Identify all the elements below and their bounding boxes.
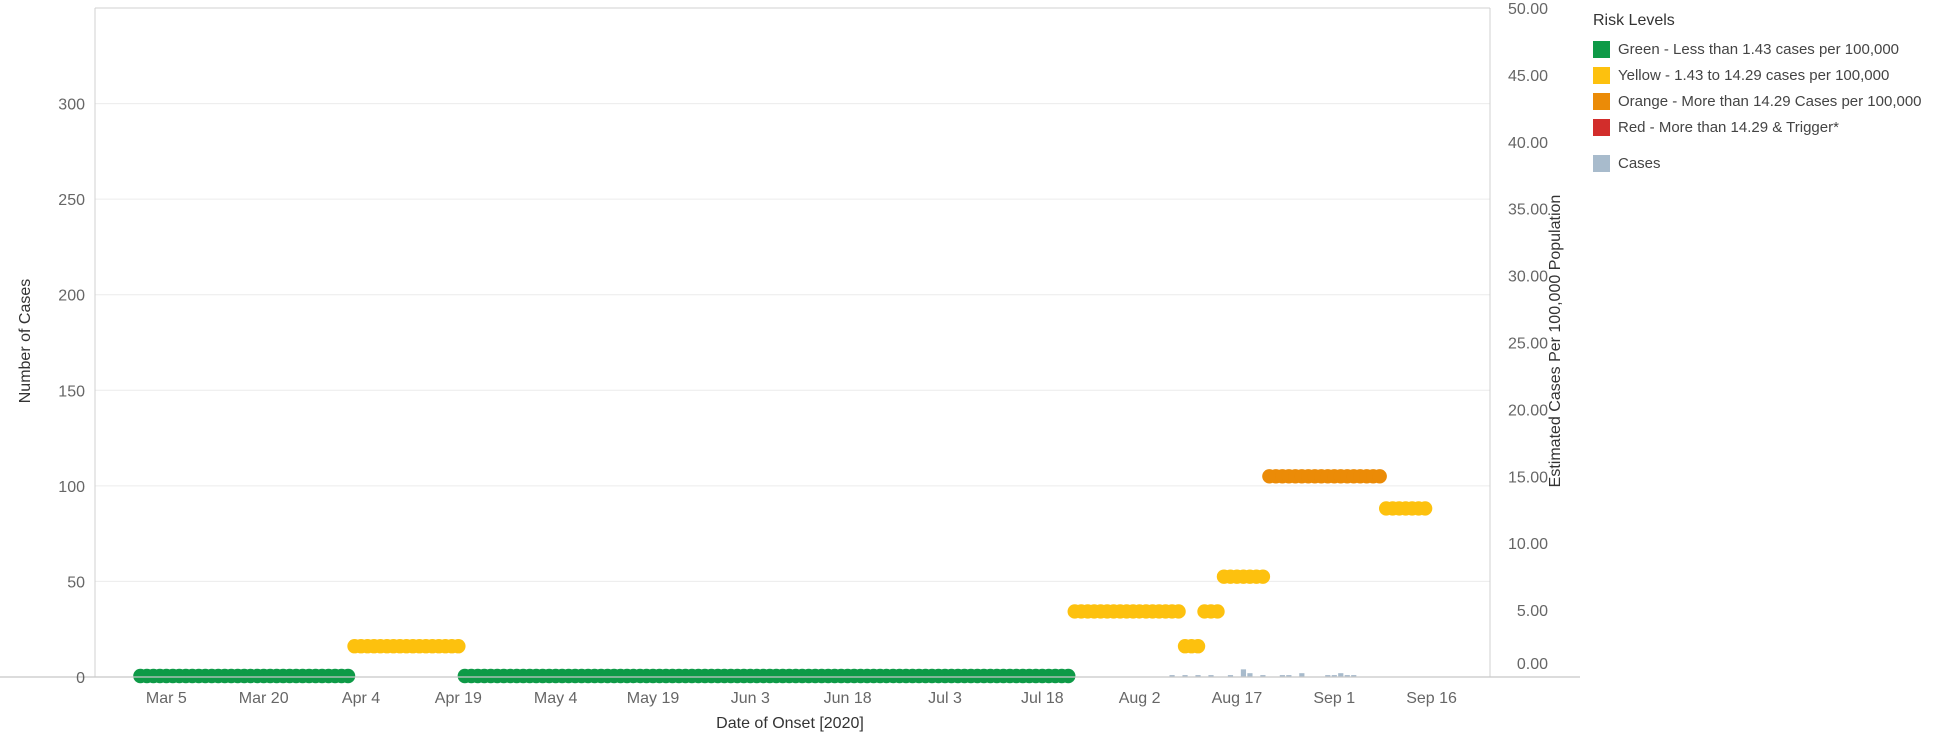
case-bar <box>1195 675 1201 677</box>
legend: Risk Levels Green - Less than 1.43 cases… <box>1593 12 1938 176</box>
x-tick-label: Jul 18 <box>1021 690 1064 707</box>
x-tick-label: Jun 18 <box>824 690 872 707</box>
legend-swatch-yellow <box>1593 66 1610 84</box>
legend-label-red: Red - More than 14.29 & Trigger* <box>1618 118 1839 136</box>
left-tick-label: 150 <box>58 383 85 400</box>
x-axis-ticks: Mar 5 Mar 20 Apr 4 Apr 19 May 4 May 19 Jun 3 Ju… <box>146 690 1457 707</box>
x-tick-label: May 4 <box>534 690 578 707</box>
case-bar <box>1208 675 1214 677</box>
gridlines <box>95 103 1490 582</box>
legend-swatch-green <box>1593 40 1610 58</box>
x-tick-label: Aug 2 <box>1119 690 1161 707</box>
right-tick-label: 50.00 <box>1508 1 1548 18</box>
left-axis-ticks: 0 50 100 150 200 250 300 <box>58 97 85 687</box>
risk-dot <box>1372 469 1387 484</box>
legend-title: Risk Levels <box>1593 12 1675 29</box>
case-bar <box>1299 673 1305 677</box>
left-tick-label: 0 <box>76 670 85 687</box>
legend-swatch-red <box>1593 118 1610 136</box>
legend-swatch-orange <box>1593 92 1610 110</box>
case-bar <box>1344 675 1350 677</box>
x-tick-label: Aug 17 <box>1212 690 1263 707</box>
right-tick-label: 0.00 <box>1517 656 1548 673</box>
x-tick-label: Sep 16 <box>1406 690 1457 707</box>
case-bar <box>1169 675 1175 677</box>
x-tick-label: May 19 <box>627 690 680 707</box>
left-tick-label: 100 <box>58 479 85 496</box>
case-bar <box>1227 675 1234 677</box>
right-tick-label: 40.00 <box>1508 135 1548 152</box>
legend-swatch-cases <box>1593 154 1610 172</box>
x-tick-label: Sep 1 <box>1313 690 1355 707</box>
legend-item-green[interactable]: Green - Less than 1.43 cases per 100,000 <box>1593 36 1938 62</box>
risk-dot <box>340 668 356 684</box>
x-axis-title: Date of Onset [2020] <box>716 715 864 732</box>
legend-item-orange[interactable]: Orange - More than 14.29 Cases per 100,0… <box>1593 88 1938 114</box>
right-axis-title: Estimated Cases Per 100,000 Population <box>1547 195 1564 488</box>
left-tick-label: 200 <box>58 288 85 305</box>
case-bar <box>1325 675 1331 677</box>
risk-dot <box>451 639 466 654</box>
risk-dot <box>1190 639 1206 654</box>
case-bar <box>1286 675 1292 677</box>
risk-dot <box>1417 501 1433 516</box>
plot-frame <box>0 7 1580 678</box>
risk-dots <box>133 469 1433 684</box>
legend-label-yellow: Yellow - 1.43 to 14.29 cases per 100,000 <box>1618 66 1890 84</box>
right-tick-label: 30.00 <box>1508 269 1548 286</box>
legend-label-cases: Cases <box>1618 154 1661 172</box>
x-tick-label: Apr 4 <box>342 690 380 707</box>
left-tick-label: 250 <box>58 192 85 209</box>
x-tick-label: Jul 3 <box>928 690 962 707</box>
right-tick-label: 15.00 <box>1508 469 1548 486</box>
x-tick-label: Mar 5 <box>146 690 187 707</box>
legend-label-green: Green - Less than 1.43 cases per 100,000 <box>1618 40 1900 58</box>
case-bar <box>1260 675 1266 677</box>
right-tick-label: 25.00 <box>1508 336 1548 353</box>
right-tick-label: 20.00 <box>1508 402 1548 419</box>
risk-dot <box>1061 668 1076 684</box>
case-bar <box>1338 673 1344 677</box>
case-bar <box>1331 675 1337 677</box>
case-bar <box>1240 669 1247 677</box>
risk-dot <box>1171 604 1186 619</box>
right-tick-label: 45.00 <box>1508 68 1548 85</box>
risk-dot <box>1255 569 1271 584</box>
legend-item-red[interactable]: Red - More than 14.29 & Trigger* <box>1593 114 1938 140</box>
left-tick-label: 50 <box>67 574 85 591</box>
x-tick-label: Apr 19 <box>435 690 482 707</box>
case-bar <box>1351 675 1357 677</box>
right-axis-ticks: 0.00 5.00 10.00 15.00 20.00 25.00 30.00 35.00 40… <box>1508 1 1548 673</box>
right-tick-label: 35.00 <box>1508 202 1548 219</box>
right-tick-label: 10.00 <box>1508 536 1548 553</box>
left-axis-title: Number of Cases <box>17 279 34 404</box>
left-tick-label: 300 <box>58 97 85 114</box>
risk-dot <box>1210 604 1225 619</box>
legend-item-cases[interactable]: Cases <box>1593 150 1938 176</box>
case-bar <box>1247 673 1253 677</box>
case-bar <box>1182 675 1188 677</box>
right-tick-label: 5.00 <box>1517 603 1548 620</box>
legend-label-orange: Orange - More than 14.29 Cases per 100,0… <box>1618 92 1922 110</box>
legend-item-yellow[interactable]: Yellow - 1.43 to 14.29 cases per 100,000 <box>1593 62 1938 88</box>
x-tick-label: Jun 3 <box>731 690 770 707</box>
x-tick-label: Mar 20 <box>239 690 289 707</box>
case-bar <box>1279 675 1285 677</box>
